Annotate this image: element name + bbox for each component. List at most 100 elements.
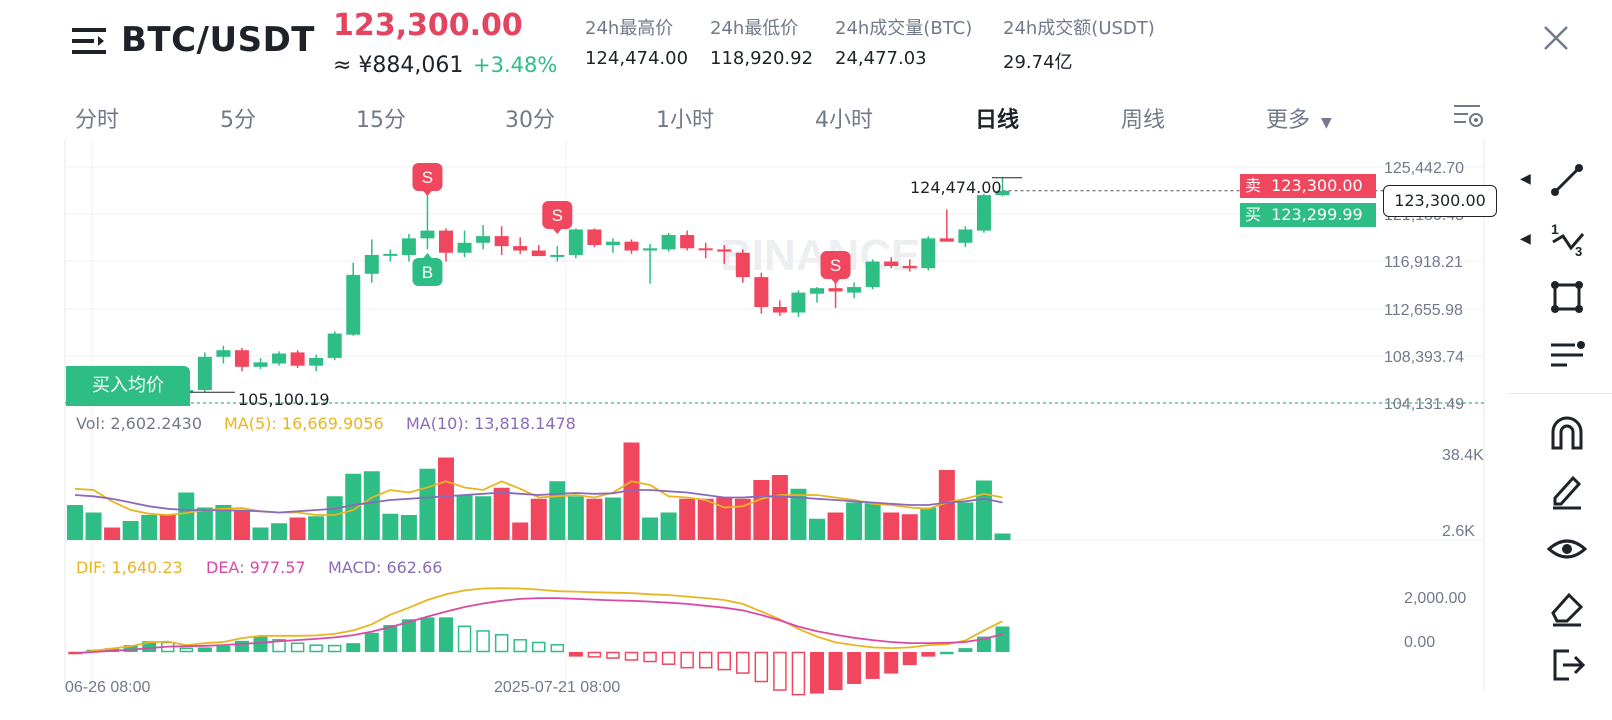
candle-body [253,362,268,367]
marker-pointer [422,190,433,196]
pencil-icon[interactable] [1545,468,1589,512]
tab-1w[interactable]: 周线 [1121,108,1166,133]
candle [401,233,416,262]
candle-body [976,195,991,231]
stat-value: 29.74亿 [1003,52,1073,73]
volume-bar [85,512,102,540]
candle-body [939,238,954,242]
trendline-icon[interactable] [1545,158,1589,202]
indicator-icon[interactable] [1545,333,1589,377]
chevron-down-icon: ▼ [1321,115,1332,131]
volume-bar [883,512,900,540]
expand-arrow-icon[interactable]: ◀ [1520,171,1531,187]
candle-body [698,248,713,251]
macd-bar [958,648,973,652]
tab-timeline[interactable]: 分时 [75,108,120,133]
stat-24h-high: 24h最高价 124,474.00 [585,14,688,69]
sell-marker: S [412,163,443,196]
volume-bar [196,507,213,540]
eraser-icon[interactable] [1545,585,1589,629]
macd-bar [364,632,379,652]
candle [568,228,583,259]
buy-marker: B [412,253,443,286]
volume-bar [604,497,621,540]
macd-bar [773,651,787,691]
candle [884,257,899,269]
volume-bar [122,521,139,540]
sell-price-tag[interactable]: 卖 123,300.00 [1240,174,1376,198]
candle-body [735,252,750,278]
stat-value: 24,477.03 [835,48,927,69]
marker-label: S [422,168,433,187]
avg-buy-price-button[interactable]: 买入均价 [66,366,190,406]
exit-icon[interactable] [1545,643,1589,687]
candle-body [494,236,509,247]
current-price-box: 123,300.00 [1383,185,1497,217]
volume-bar [567,496,584,540]
macd-bar [476,630,490,653]
stat-24h-turnover: 24h成交额(USDT) 29.74亿 [1003,14,1155,74]
tab-1h[interactable]: 1小时 [656,108,714,133]
macd-bar [123,645,138,652]
menu-icon[interactable] [72,26,106,60]
volume-bar [734,498,751,540]
candle-body [550,254,565,257]
volume-bar [957,502,974,540]
macd-bar [383,625,398,652]
candle-body [346,274,361,335]
candle-body [643,248,658,251]
buy-price-tag[interactable]: 买 123,299.99 [1240,203,1376,227]
volume-bar [308,516,325,540]
candle-body [772,307,787,313]
volume-bar [345,473,362,540]
expand-arrow-icon[interactable]: ◀ [1520,231,1531,247]
tab-more[interactable]: 更多 ▼ [1266,102,1332,134]
candle [939,209,954,242]
volume-bar [438,457,454,540]
candle [661,232,676,252]
tab-1d[interactable]: 日线 [975,108,1020,133]
volume-bar [864,503,881,540]
marker-pointer [422,253,433,259]
volume-bar [716,497,733,540]
candle-body [828,288,843,292]
candle-body [439,230,453,253]
macd-bar [606,651,620,659]
macd-axis-label: 2,000.00 [1404,590,1466,607]
candle-body [680,235,695,249]
tab-4h[interactable]: 4小时 [815,108,873,133]
tab-15m[interactable]: 15分 [356,108,406,133]
macd-bar [921,652,936,657]
tab-5m[interactable]: 5分 [220,108,256,133]
change-percent: +3.48% [473,53,558,77]
pair-title[interactable]: BTC/USDT [121,20,315,60]
candle [253,357,268,370]
chart-settings-icon[interactable] [1452,100,1484,136]
candle-body [197,356,212,391]
buy-price: 123,299.99 [1271,205,1363,224]
candle [772,300,787,316]
candle-body [902,266,917,269]
candle-body [364,254,379,274]
magnet-icon[interactable] [1545,410,1589,454]
macd-bar [532,641,546,653]
high-marker-label: 124,474.00 [910,178,1002,197]
macd-bar [513,639,527,653]
macd-bar [902,652,917,666]
macd-bar [197,647,212,652]
marker-label: S [552,206,563,225]
candle-body [216,350,231,357]
sell-marker: S [542,201,573,234]
eye-icon[interactable] [1545,527,1589,571]
candle-body [791,292,806,313]
close-icon[interactable] [1542,24,1570,56]
shape-icon[interactable] [1545,275,1589,319]
candle-body [865,261,880,288]
tab-30m[interactable]: 30分 [505,108,555,133]
volume-bar [382,513,399,540]
macd-bar [661,651,676,665]
volume-bar [975,480,992,540]
tab-more-label: 更多 [1266,108,1311,133]
